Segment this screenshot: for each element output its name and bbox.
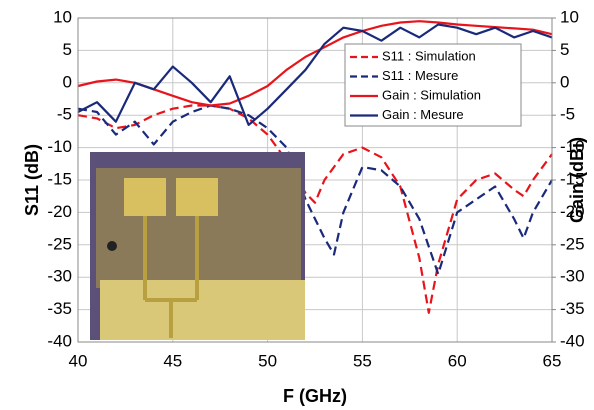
legend-label: Gain : Mesure [382, 107, 464, 122]
y2-tick-label: -30 [560, 267, 585, 286]
legend-label: Gain : Simulation [382, 87, 481, 102]
y2-tick-label: -15 [560, 169, 585, 188]
y-tick-label: 10 [53, 7, 72, 26]
y2-axis-label: Gain (dBi) [567, 137, 587, 223]
y2-tick-label: 5 [560, 40, 569, 59]
y-tick-label: -40 [47, 331, 72, 350]
y-tick-label: -10 [47, 137, 72, 156]
y-tick-label: -35 [47, 299, 72, 318]
y-tick-label: -5 [57, 105, 72, 124]
y-tick-label: -15 [47, 169, 72, 188]
y2-tick-label: -5 [560, 105, 575, 124]
y-tick-label: 5 [63, 40, 72, 59]
x-tick-label: 60 [448, 351, 467, 370]
series-line [77, 104, 553, 314]
series-line [77, 20, 553, 107]
legend: S11 : Simulation S11 : Mesure Gain : Simul… [344, 43, 522, 127]
series-lines [77, 20, 553, 314]
y2-tick-label: -40 [560, 331, 585, 350]
y2-tick-label: -25 [560, 234, 585, 253]
y-tick-label: -25 [47, 234, 72, 253]
y2-tick-label: -35 [560, 299, 585, 318]
inset-photo [90, 152, 305, 340]
y-tick-label: 0 [63, 72, 72, 91]
x-tick-label: 50 [258, 351, 277, 370]
x-tick-label: 65 [543, 351, 562, 370]
x-tick-label: 45 [163, 351, 182, 370]
x-tick-label: 40 [69, 351, 88, 370]
x-tick-label: 55 [353, 351, 372, 370]
y2-tick-label: -20 [560, 202, 585, 221]
y2-tick-label: 10 [560, 7, 579, 26]
y-axis-label: S11 (dB) [22, 144, 42, 216]
legend-label: S11 : Mesure [382, 68, 458, 83]
y-tick-label: -30 [47, 267, 72, 286]
legend-label: S11 : Simulation [382, 48, 476, 63]
x-axis-label: F (GHz) [283, 386, 347, 406]
y2-tick-label: -10 [560, 137, 585, 156]
series-line [77, 23, 553, 127]
y-tick-label: -20 [47, 202, 72, 221]
y2-tick-label: 0 [560, 72, 569, 91]
series-line [77, 104, 553, 276]
